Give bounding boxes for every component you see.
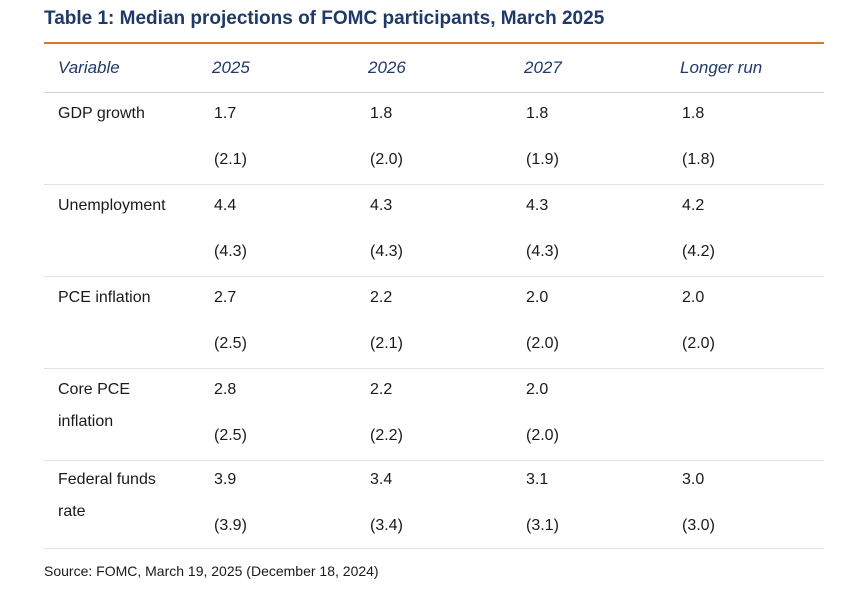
cell-previous: (2.0): [370, 151, 403, 168]
source-note: Source: FOMC, March 19, 2025 (December 1…: [44, 563, 379, 579]
cell-previous: (2.0): [682, 335, 715, 352]
cell-previous: (4.3): [526, 243, 559, 260]
cell-current: 2.2: [370, 381, 393, 398]
col-header-2026: 2026: [368, 58, 406, 77]
cell-current: 4.3: [370, 197, 393, 214]
col-header-longer-run: Longer run: [680, 58, 763, 77]
cell-current: 3.0: [682, 471, 705, 488]
cell-previous: (4.3): [214, 243, 247, 260]
cell-previous: (2.1): [370, 335, 403, 352]
cell-previous: (2.1): [214, 151, 247, 168]
cell-previous: (2.5): [214, 335, 247, 352]
col-header-2025: 2025: [212, 58, 250, 77]
cell-previous: (3.1): [526, 517, 559, 534]
cell-current: 3.1: [526, 471, 549, 488]
cell-previous: (1.9): [526, 151, 559, 168]
cell-previous: (3.9): [214, 517, 247, 534]
table-row-unemployment: Unemployment 4.4 4.3 4.3 4.2 (4.3) (4.3)…: [0, 188, 848, 278]
table-row-gdp-growth: GDP growth 1.7 1.8 1.8 1.8 (2.1) (2.0) (…: [0, 96, 848, 186]
cell-current: 1.7: [214, 105, 237, 122]
cell-current: 2.0: [526, 381, 549, 398]
cell-previous: (4.3): [370, 243, 403, 260]
cell-current: 1.8: [370, 105, 393, 122]
row-divider: [44, 368, 824, 369]
cell-current: 3.9: [214, 471, 237, 488]
cell-previous: (1.8): [682, 151, 715, 168]
row-divider: [44, 276, 824, 277]
row-divider: [44, 548, 824, 549]
table-row-pce-inflation: PCE inflation 2.7 2.2 2.0 2.0 (2.5) (2.1…: [0, 280, 848, 370]
col-header-variable: Variable: [58, 58, 120, 77]
row-label: Core PCE inflation: [58, 381, 131, 430]
table-header: Variable 2025 2026 2027 Longer run: [0, 52, 848, 88]
row-label: Unemployment: [58, 197, 166, 214]
row-divider: [44, 460, 824, 461]
cell-current: 2.0: [526, 289, 549, 306]
cell-previous: (2.0): [526, 427, 559, 444]
cell-current: 1.8: [526, 105, 549, 122]
table-row-federal-funds-rate: Federal funds rate 3.9 3.4 3.1 3.0 (3.9)…: [0, 464, 848, 554]
row-divider: [44, 184, 824, 185]
table-title: Table 1: Median projections of FOMC part…: [44, 8, 605, 29]
cell-current: 4.2: [682, 197, 705, 214]
cell-current: 2.2: [370, 289, 393, 306]
cell-current: 3.4: [370, 471, 393, 488]
cell-current: 2.7: [214, 289, 237, 306]
col-header-2027: 2027: [524, 58, 562, 77]
cell-previous: (2.0): [526, 335, 559, 352]
row-label: Federal funds rate: [58, 471, 156, 520]
cell-current: 2.0: [682, 289, 705, 306]
cell-previous: (4.2): [682, 243, 715, 260]
cell-previous: (3.4): [370, 517, 403, 534]
cell-previous: (3.0): [682, 517, 715, 534]
row-label: PCE inflation: [58, 289, 151, 306]
cell-previous: (2.2): [370, 427, 403, 444]
cell-current: 2.8: [214, 381, 237, 398]
title-rule: [44, 42, 824, 44]
cell-previous: (2.5): [214, 427, 247, 444]
table-row-core-pce-inflation: Core PCE inflation 2.8 2.2 2.0 (2.5) (2.…: [0, 372, 848, 462]
cell-current: 4.4: [214, 197, 237, 214]
cell-current: 1.8: [682, 105, 705, 122]
row-label: GDP growth: [58, 105, 145, 122]
header-rule: [44, 92, 824, 93]
cell-current: 4.3: [526, 197, 549, 214]
